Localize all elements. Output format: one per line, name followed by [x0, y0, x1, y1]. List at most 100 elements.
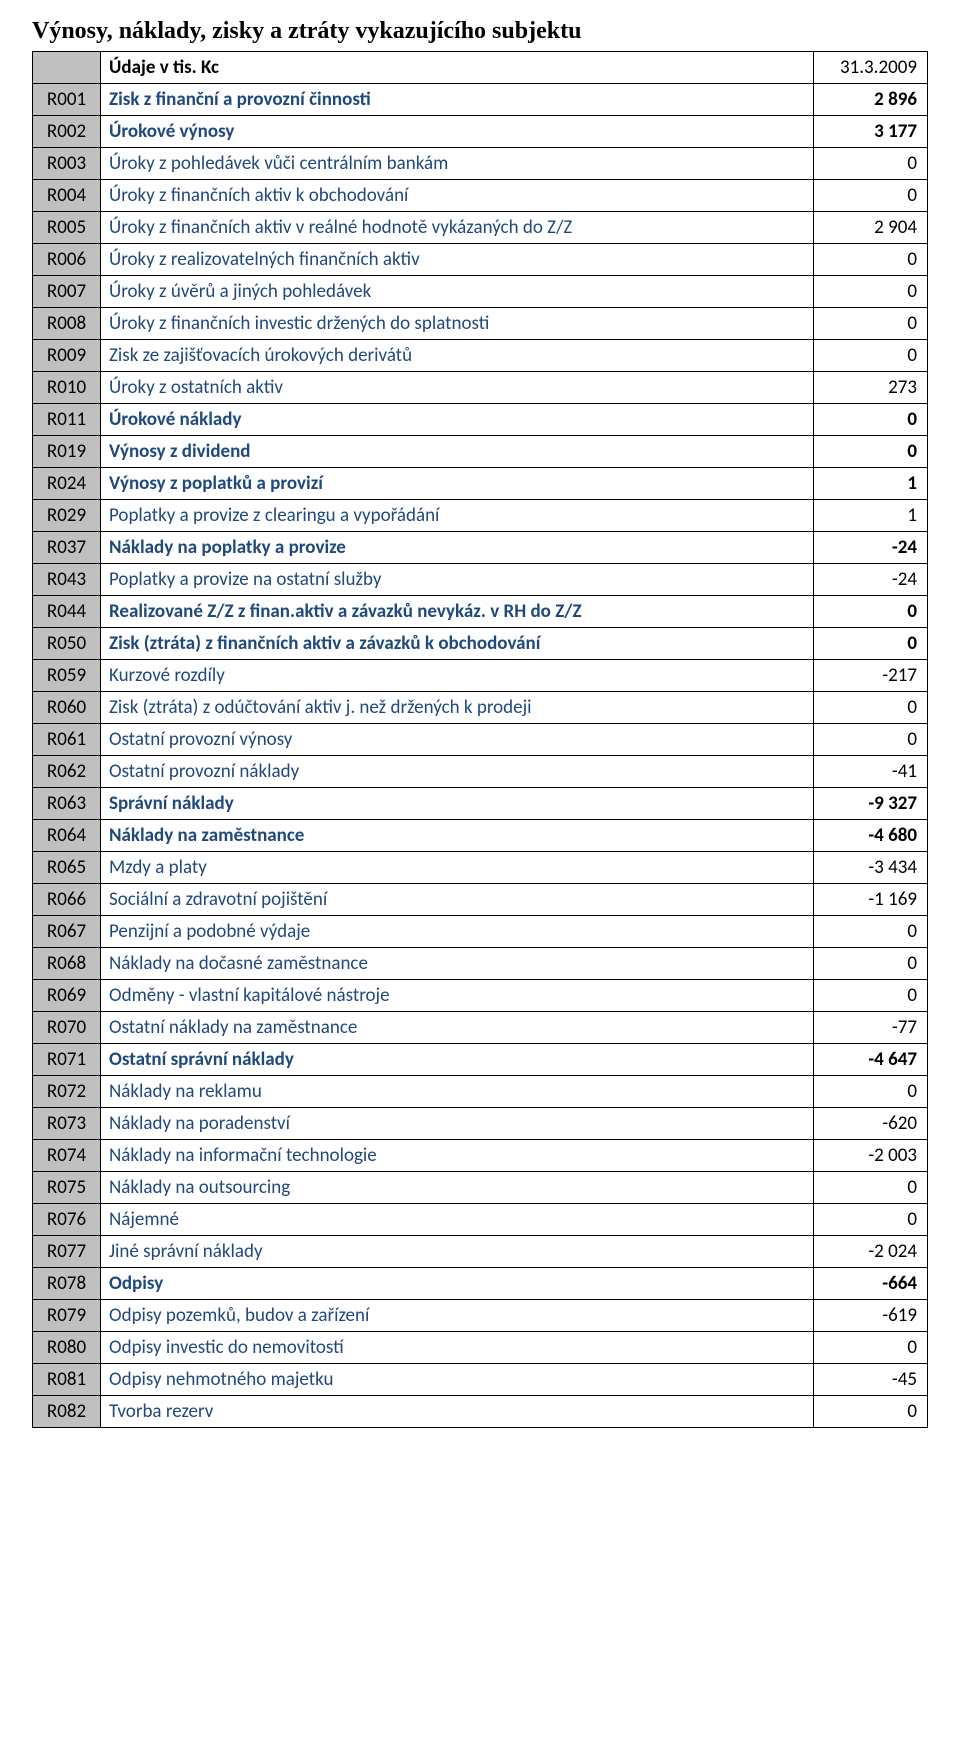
- row-value: -620: [814, 1108, 928, 1140]
- row-label: Úroky z pohledávek vůči centrálním banká…: [101, 148, 814, 180]
- row-label: Úroky z úvěrů a jiných pohledávek: [101, 276, 814, 308]
- row-label: Odměny - vlastní kapitálové nástroje: [101, 980, 814, 1012]
- row-value: 0: [814, 308, 928, 340]
- table-row: R007Úroky z úvěrů a jiných pohledávek0: [33, 276, 928, 308]
- row-code: R007: [33, 276, 101, 308]
- row-code: R004: [33, 180, 101, 212]
- row-value: 0: [814, 180, 928, 212]
- row-value: -2 024: [814, 1236, 928, 1268]
- row-label: Ostatní provozní náklady: [101, 756, 814, 788]
- row-label: Náklady na dočasné zaměstnance: [101, 948, 814, 980]
- row-code: R065: [33, 852, 101, 884]
- row-code: R001: [33, 84, 101, 116]
- table-row: R077Jiné správní náklady-2 024: [33, 1236, 928, 1268]
- row-value: 0: [814, 1332, 928, 1364]
- row-value: -45: [814, 1364, 928, 1396]
- row-code: R024: [33, 468, 101, 500]
- row-code: R068: [33, 948, 101, 980]
- row-code: R009: [33, 340, 101, 372]
- row-label: Úrokové výnosy: [101, 116, 814, 148]
- row-label: Odpisy nehmotného majetku: [101, 1364, 814, 1396]
- row-value: 0: [814, 244, 928, 276]
- row-value: 0: [814, 1076, 928, 1108]
- row-code: R003: [33, 148, 101, 180]
- row-value: 0: [814, 628, 928, 660]
- row-label: Zisk ze zajišťovacích úrokových derivátů: [101, 340, 814, 372]
- row-label: Kurzové rozdíly: [101, 660, 814, 692]
- header-value-cell: 31.3.2009: [814, 52, 928, 84]
- row-code: R080: [33, 1332, 101, 1364]
- row-label: Náklady na poplatky a provize: [101, 532, 814, 564]
- row-code: R050: [33, 628, 101, 660]
- row-code: R075: [33, 1172, 101, 1204]
- row-label: Sociální a zdravotní pojištění: [101, 884, 814, 916]
- table-row: R003Úroky z pohledávek vůči centrálním b…: [33, 148, 928, 180]
- row-label: Náklady na zaměstnance: [101, 820, 814, 852]
- table-header-row: Údaje v tis. Kc 31.3.2009: [33, 52, 928, 84]
- table-row: R037Náklady na poplatky a provize-24: [33, 532, 928, 564]
- table-row: R010Úroky z ostatních aktiv273: [33, 372, 928, 404]
- table-row: R001Zisk z finanční a provozní činnosti2…: [33, 84, 928, 116]
- row-value: 0: [814, 596, 928, 628]
- row-value: -619: [814, 1300, 928, 1332]
- row-label: Nájemné: [101, 1204, 814, 1236]
- row-label: Jiné správní náklady: [101, 1236, 814, 1268]
- table-row: R011Úrokové náklady0: [33, 404, 928, 436]
- row-code: R077: [33, 1236, 101, 1268]
- row-value: 1: [814, 468, 928, 500]
- row-value: 2 896: [814, 84, 928, 116]
- row-label: Mzdy a platy: [101, 852, 814, 884]
- row-code: R070: [33, 1012, 101, 1044]
- table-row: R065Mzdy a platy-3 434: [33, 852, 928, 884]
- table-row: R044Realizované Z/Z z finan.aktiv a záva…: [33, 596, 928, 628]
- row-value: 0: [814, 148, 928, 180]
- row-value: 0: [814, 916, 928, 948]
- row-value: 0: [814, 276, 928, 308]
- table-row: R071Ostatní správní náklady-4 647: [33, 1044, 928, 1076]
- row-code: R071: [33, 1044, 101, 1076]
- table-row: R024Výnosy z poplatků a provizí1: [33, 468, 928, 500]
- table-row: R019Výnosy z dividend0: [33, 436, 928, 468]
- table-row: R006Úroky z realizovatelných finančních …: [33, 244, 928, 276]
- row-value: 0: [814, 1204, 928, 1236]
- table-row: R081Odpisy nehmotného majetku-45: [33, 1364, 928, 1396]
- table-row: R069Odměny - vlastní kapitálové nástroje…: [33, 980, 928, 1012]
- row-label: Odpisy pozemků, budov a zařízení: [101, 1300, 814, 1332]
- row-value: -664: [814, 1268, 928, 1300]
- row-value: 273: [814, 372, 928, 404]
- row-label: Penzijní a podobné výdaje: [101, 916, 814, 948]
- row-value: -24: [814, 564, 928, 596]
- table-row: R068Náklady na dočasné zaměstnance0: [33, 948, 928, 980]
- row-value: -4 647: [814, 1044, 928, 1076]
- table-row: R080Odpisy investic do nemovitostí0: [33, 1332, 928, 1364]
- row-code: R059: [33, 660, 101, 692]
- table-row: R067Penzijní a podobné výdaje0: [33, 916, 928, 948]
- row-label: Odpisy investic do nemovitostí: [101, 1332, 814, 1364]
- row-code: R008: [33, 308, 101, 340]
- row-code: R011: [33, 404, 101, 436]
- row-code: R029: [33, 500, 101, 532]
- row-label: Náklady na poradenství: [101, 1108, 814, 1140]
- row-code: R037: [33, 532, 101, 564]
- row-code: R078: [33, 1268, 101, 1300]
- row-value: 0: [814, 724, 928, 756]
- table-row: R043Poplatky a provize na ostatní služby…: [33, 564, 928, 596]
- report-table: Údaje v tis. Kc 31.3.2009 R001Zisk z fin…: [32, 51, 928, 1428]
- row-label: Úroky z finančních aktiv k obchodování: [101, 180, 814, 212]
- table-row: R029Poplatky a provize z clearingu a vyp…: [33, 500, 928, 532]
- row-value: -217: [814, 660, 928, 692]
- row-code: R082: [33, 1396, 101, 1428]
- row-code: R067: [33, 916, 101, 948]
- row-code: R069: [33, 980, 101, 1012]
- row-label: Zisk z finanční a provozní činnosti: [101, 84, 814, 116]
- row-label: Úroky z ostatních aktiv: [101, 372, 814, 404]
- row-label: Úrokové náklady: [101, 404, 814, 436]
- row-code: R079: [33, 1300, 101, 1332]
- row-code: R019: [33, 436, 101, 468]
- row-code: R073: [33, 1108, 101, 1140]
- row-code: R064: [33, 820, 101, 852]
- row-value: 3 177: [814, 116, 928, 148]
- row-label: Realizované Z/Z z finan.aktiv a závazků …: [101, 596, 814, 628]
- row-value: -24: [814, 532, 928, 564]
- row-value: -41: [814, 756, 928, 788]
